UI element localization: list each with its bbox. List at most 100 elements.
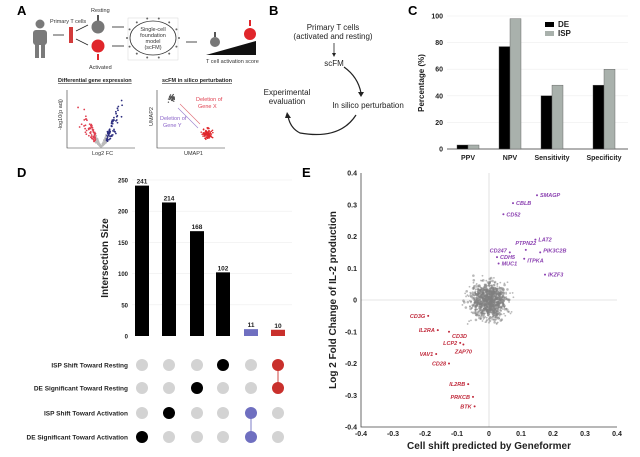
dge-title: Differential gene expression: [58, 78, 132, 84]
umap-point: [203, 131, 206, 134]
gene-point: [473, 299, 476, 302]
gene-point: [481, 287, 484, 290]
volcano-point: [109, 135, 111, 138]
gene-point: [487, 317, 491, 321]
volcano-point: [92, 135, 95, 138]
gene-point: [494, 310, 497, 313]
workflow-scfm: scFM: [324, 59, 344, 68]
membership-dot-filled: [245, 407, 257, 419]
network-node: [168, 52, 171, 55]
gene-point: [472, 278, 476, 282]
gene-point: [489, 276, 493, 280]
gene-point: [489, 298, 492, 301]
gene-point: [489, 304, 493, 308]
gene-label: IKZF3: [548, 273, 563, 279]
volcano-point: [110, 125, 113, 128]
deletion-x-label: Deletion of: [196, 97, 223, 103]
umap-point: [167, 101, 170, 103]
volcano-point: [87, 128, 90, 131]
workflow-isp: In silico perturbation: [332, 101, 404, 110]
gene-point: [490, 316, 494, 319]
volcano-point: [109, 137, 111, 140]
gene-point: [498, 311, 501, 314]
y-tick-label: -0.3: [345, 393, 357, 400]
deletion-x-label: Gene X: [198, 104, 217, 110]
gene-point: [507, 310, 510, 313]
umap-point: [204, 137, 206, 140]
gene-point: [464, 306, 468, 309]
umap-point: [171, 94, 174, 97]
gene-point: [496, 321, 499, 324]
gene-point: [466, 300, 470, 304]
highlighted-gene-point: [539, 251, 542, 254]
gene-point: [468, 285, 471, 288]
membership-dot-filled: [272, 382, 284, 394]
gene-point: [492, 283, 495, 286]
volcano-point: [95, 134, 98, 137]
gene-point: [475, 283, 478, 285]
gene-label: CBLB: [516, 201, 531, 207]
y-tick-label: -0.1: [345, 329, 357, 336]
volcano-point: [78, 126, 81, 128]
gene-point: [484, 321, 487, 324]
highlighted-gene-point: [467, 383, 470, 386]
gene-point: [493, 312, 496, 315]
panel-label-d: D: [17, 165, 26, 180]
gene-point: [501, 296, 504, 299]
gene-label: PIK3C2B: [543, 248, 566, 254]
bar-isp: [467, 144, 480, 150]
gene-point: [486, 281, 490, 284]
volcano-point: [84, 115, 87, 118]
gene-point: [471, 296, 475, 300]
gene-point: [485, 300, 487, 302]
intersection-bar: [216, 272, 230, 336]
gene-point: [465, 289, 469, 293]
set-label: DE Significant Toward Resting: [34, 386, 128, 393]
umap-point: [205, 136, 208, 139]
umap-point: [202, 128, 205, 130]
gene-point: [499, 281, 502, 284]
network-node: [168, 21, 171, 24]
tube-icon: [69, 27, 73, 43]
highlighted-gene-point: [435, 352, 438, 355]
gene-point: [485, 296, 489, 299]
volcano-point: [107, 138, 110, 141]
gene-point: [498, 286, 501, 289]
gene-point: [508, 301, 510, 303]
volcano-point: [93, 140, 96, 143]
volcano-point: [90, 123, 93, 126]
gene-point: [471, 307, 473, 309]
gene-point: [499, 297, 503, 301]
volcano-point: [111, 122, 114, 125]
gene-point: [473, 312, 476, 315]
network-node: [135, 52, 138, 55]
panel-d-upset-plot: 0 50 100 150 200 250 Intersection Size 241 214 16…: [27, 179, 292, 443]
panel-e-scatter-plot: -0.4 -0.3 -0.2 -0.1 0 0.1 0.2 0.3 0.4 -0.4 -0.3 -0.…: [328, 171, 622, 453]
gene-label: IL2RA: [419, 328, 435, 334]
gene-point: [495, 312, 499, 316]
gene-point: [487, 298, 490, 301]
network-node: [175, 28, 178, 31]
gene-point: [495, 287, 499, 291]
gene-point: [490, 286, 493, 289]
y-tick-label: 0.3: [347, 202, 357, 209]
gene-point: [503, 304, 506, 308]
volcano-point: [100, 144, 103, 147]
volcano-point: [88, 123, 91, 126]
gene-point: [474, 306, 477, 309]
umap-point: [173, 97, 175, 99]
panel-label-b: B: [269, 3, 278, 18]
gene-point: [483, 308, 487, 311]
volcano-point: [115, 112, 118, 115]
gene-point: [481, 296, 484, 299]
gene-label: PTPN22: [515, 241, 536, 247]
volcano-point: [120, 99, 123, 102]
isp-title: scFM in silico perturbation: [162, 78, 233, 84]
umap-point: [211, 136, 214, 139]
y-tick-label: 0.2: [347, 234, 357, 241]
network-node: [146, 56, 149, 59]
umap-point: [212, 131, 214, 134]
gene-point: [496, 283, 499, 286]
x-tick-label: -0.4: [355, 431, 367, 438]
